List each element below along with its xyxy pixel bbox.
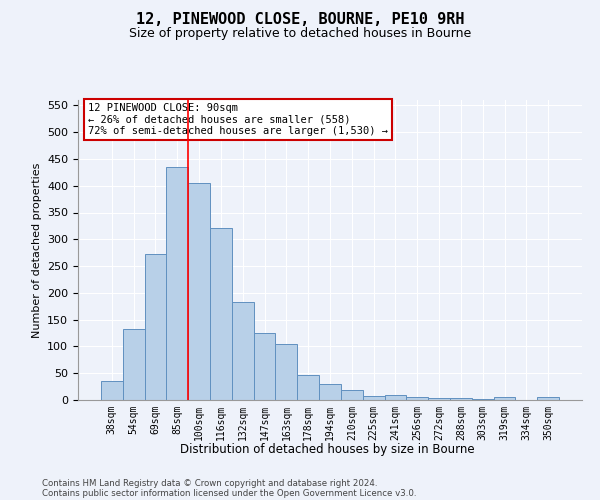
Bar — [254, 333, 275, 400]
Text: Size of property relative to detached houses in Bourne: Size of property relative to detached ho… — [129, 28, 471, 40]
Bar — [537, 397, 559, 400]
Bar — [428, 398, 450, 400]
Y-axis label: Number of detached properties: Number of detached properties — [32, 162, 41, 338]
Bar — [319, 384, 341, 400]
Bar — [210, 228, 232, 400]
Bar — [145, 254, 166, 400]
Text: 12 PINEWOOD CLOSE: 90sqm
← 26% of detached houses are smaller (558)
72% of semi-: 12 PINEWOOD CLOSE: 90sqm ← 26% of detach… — [88, 103, 388, 136]
Bar — [385, 395, 406, 400]
Bar — [297, 376, 319, 400]
Text: Contains HM Land Registry data © Crown copyright and database right 2024.: Contains HM Land Registry data © Crown c… — [42, 478, 377, 488]
Bar — [363, 396, 385, 400]
Bar — [450, 398, 472, 400]
Bar — [101, 381, 123, 400]
Bar — [232, 302, 254, 400]
Bar — [472, 399, 494, 400]
Text: Contains public sector information licensed under the Open Government Licence v3: Contains public sector information licen… — [42, 488, 416, 498]
Text: Distribution of detached houses by size in Bourne: Distribution of detached houses by size … — [179, 444, 475, 456]
Text: 12, PINEWOOD CLOSE, BOURNE, PE10 9RH: 12, PINEWOOD CLOSE, BOURNE, PE10 9RH — [136, 12, 464, 28]
Bar — [494, 397, 515, 400]
Bar — [188, 183, 210, 400]
Bar — [166, 167, 188, 400]
Bar — [275, 344, 297, 400]
Bar — [123, 330, 145, 400]
Bar — [406, 398, 428, 400]
Bar — [341, 390, 363, 400]
